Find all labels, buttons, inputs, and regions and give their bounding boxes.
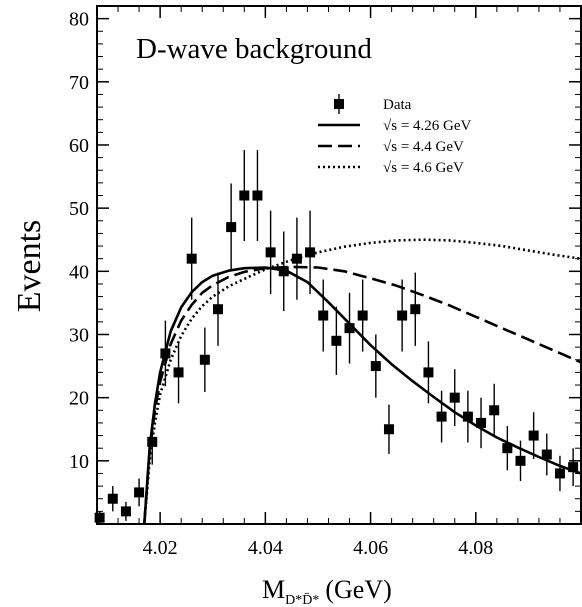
data-point — [173, 367, 184, 378]
data-point — [449, 392, 460, 403]
data-point — [370, 361, 381, 372]
curves-layer — [143, 238, 582, 525]
data-point — [515, 455, 526, 466]
data-point — [160, 348, 171, 359]
data-point — [397, 310, 408, 321]
legend: Data √s = 4.26 GeV √s = 4.4 GeV √s = 4.6 Ge… — [318, 94, 472, 176]
legend-label: Data — [383, 97, 412, 113]
legend-label: √s = 4.26 GeV — [383, 118, 472, 134]
y-tick-label: 70 — [69, 72, 89, 94]
data-points-layer — [94, 150, 579, 524]
data-point — [436, 411, 447, 422]
data-point — [476, 417, 487, 428]
y-tick-label: 20 — [69, 388, 89, 410]
x-tick-label: 4.02 — [143, 537, 178, 559]
x-axis-label-main: M — [262, 575, 285, 604]
data-point — [305, 247, 316, 258]
x-tick-label: 4.06 — [353, 537, 388, 559]
y-tick-label: 10 — [69, 451, 89, 473]
data-point — [344, 323, 355, 334]
data-point — [541, 449, 552, 460]
plot-frame — [96, 5, 582, 525]
y-tick-label: 50 — [69, 198, 89, 220]
data-point — [528, 430, 539, 441]
svg-text:MD*D̄*(GeV): MD*D̄* (GeV) — [262, 575, 392, 607]
data-point — [265, 247, 276, 258]
data-point — [239, 190, 250, 201]
data-point — [462, 411, 473, 422]
axis-ticks — [96, 5, 582, 524]
data-point — [291, 253, 302, 264]
data-point — [186, 253, 197, 264]
y-tick-label: 60 — [69, 135, 89, 157]
x-axis-label: MD*D̄* (GeV) — [262, 575, 392, 607]
data-point — [278, 266, 289, 277]
legend-marker — [334, 99, 344, 109]
data-point — [489, 405, 500, 416]
chart-title: D-wave background — [136, 33, 372, 65]
y-tick-label: 30 — [69, 324, 89, 346]
legend-label: √s = 4.6 GeV — [383, 160, 464, 176]
curve-solid — [143, 266, 582, 525]
data-point — [423, 367, 434, 378]
legend-label: √s = 4.4 GeV — [383, 139, 464, 155]
data-point — [331, 335, 342, 346]
data-point — [213, 304, 223, 315]
x-axis-label-subscript: D*D̄* — [285, 592, 319, 607]
y-tick-label: 40 — [69, 261, 89, 283]
x-tick-label: 4.08 — [458, 537, 493, 559]
data-point — [107, 493, 118, 504]
axis-tick-labels: 10 20 30 40 50 60 70 80 4.02 4.04 4.06 4.08 — [69, 9, 493, 559]
data-point — [199, 354, 210, 365]
curve-dashed — [143, 265, 582, 525]
data-point — [502, 443, 513, 454]
y-axis-label: Events — [11, 220, 48, 313]
data-point — [357, 310, 368, 321]
data-point — [147, 436, 158, 447]
x-tick-label: 4.04 — [248, 537, 283, 559]
data-point — [120, 506, 131, 517]
data-point — [410, 304, 421, 315]
data-point — [568, 462, 579, 473]
data-point — [252, 190, 263, 201]
data-point — [226, 222, 237, 233]
y-tick-label: 80 — [69, 9, 89, 31]
x-axis-label-unit: (GeV) — [325, 575, 391, 604]
curve-dotted — [143, 238, 582, 525]
data-point — [383, 424, 394, 435]
data-point — [94, 512, 105, 523]
data-point — [318, 310, 329, 321]
data-point — [134, 487, 145, 498]
data-point — [554, 468, 565, 479]
